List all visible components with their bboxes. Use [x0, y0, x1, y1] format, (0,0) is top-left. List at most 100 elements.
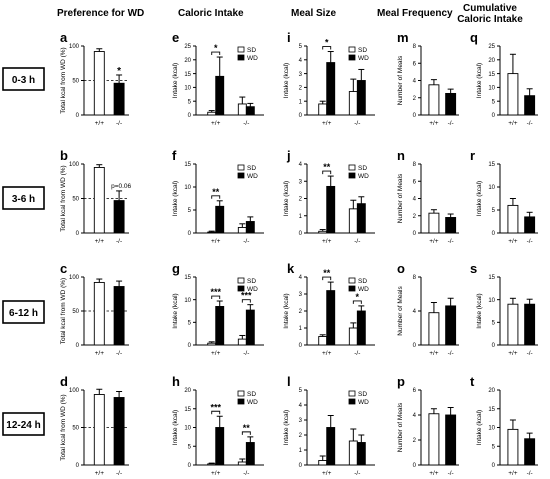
y-tick-label: 6	[413, 179, 417, 185]
bar-knockout	[445, 217, 457, 234]
legend-label-wd: WD	[358, 173, 369, 180]
panel-letter: a	[60, 30, 68, 45]
p-value-label: p=0.06	[111, 183, 131, 190]
bar-sd	[207, 231, 217, 234]
y-tick-label: 15	[488, 407, 495, 413]
bar-wd	[245, 309, 255, 346]
x-tick-label: -/-	[448, 120, 454, 127]
y-axis-label: Intake (kcal)	[172, 410, 179, 445]
bar-knockout	[524, 95, 536, 116]
y-tick-label: 15	[488, 275, 495, 281]
legend-swatch-wd	[237, 54, 245, 61]
y-tick-label: 10	[184, 426, 191, 432]
header-cumulative-line: Caloric Intake	[457, 14, 523, 25]
y-tick-label: 5	[299, 388, 303, 394]
y-tick-label: 3	[299, 179, 303, 185]
panel-letter: j	[286, 148, 291, 163]
significance-bracket	[211, 295, 221, 300]
legend-label-wd: WD	[247, 399, 258, 406]
y-tick-label: 1	[299, 448, 303, 454]
bar-wildtype	[507, 428, 519, 466]
x-tick-label: -/-	[116, 470, 122, 477]
significance-label: **	[212, 187, 220, 197]
y-tick-label: 2	[413, 96, 417, 102]
significance-label: *	[117, 66, 121, 77]
legend-swatch-wd	[348, 398, 356, 405]
y-axis-label: Intake (kcal)	[283, 410, 290, 445]
row-label-box	[2, 300, 45, 324]
legend-swatch-wd	[348, 172, 356, 179]
bar-wd	[326, 62, 336, 116]
legend-label-sd: SD	[247, 278, 256, 285]
panel-t: t 0 5 10 15 20 Intake (kcal) +/+ -/-	[470, 374, 538, 477]
y-tick-label: 10	[488, 298, 495, 304]
legend-label-sd: SD	[247, 165, 256, 172]
panel-letter: d	[60, 374, 68, 389]
y-tick-label: 50	[72, 309, 79, 315]
legend-label-sd: SD	[247, 391, 256, 398]
x-tick-label: +/+	[429, 470, 439, 477]
bar-knockout	[113, 82, 125, 116]
y-tick-label: 15	[184, 72, 191, 78]
y-tick-label: 2	[299, 309, 303, 315]
panel-letter: g	[172, 261, 180, 276]
y-tick-label: 20	[488, 58, 495, 64]
bar-wd	[245, 221, 255, 234]
bar-knockout	[445, 414, 457, 466]
x-tick-label: +/+	[95, 350, 105, 357]
y-axis-label: Total kcal from WD (%)	[60, 47, 67, 113]
row-label-text: 12-24 h	[6, 420, 40, 431]
y-tick-label: 0	[413, 113, 417, 119]
bar-sd	[318, 230, 328, 234]
x-tick-label: +/+	[322, 120, 332, 127]
row-label-3: 12-24 h	[2, 412, 45, 436]
y-axis-label: Intake (kcal)	[476, 410, 483, 445]
y-tick-label: 2	[299, 433, 303, 439]
bar-wd	[326, 185, 336, 234]
y-tick-label: 0	[76, 463, 80, 469]
panel-letter: i	[287, 30, 291, 45]
y-tick-label: 8	[413, 162, 417, 168]
y-tick-label: 4	[413, 79, 417, 85]
y-tick-label: 5	[299, 44, 303, 50]
y-tick-label: 10	[488, 185, 495, 191]
y-tick-label: 0	[413, 343, 417, 349]
y-tick-label: 0	[299, 113, 303, 119]
significance-label: **	[323, 162, 331, 172]
legend-label-sd: SD	[358, 47, 367, 54]
y-tick-label: 50	[72, 426, 79, 432]
legend-label-wd: WD	[358, 55, 369, 62]
significance-label: ***	[210, 402, 221, 412]
y-tick-label: 8	[413, 44, 417, 50]
x-tick-label: -/-	[243, 238, 249, 245]
legend-swatch-wd	[237, 398, 245, 405]
row-label-box	[2, 186, 45, 210]
y-axis-label: Number of Meals	[397, 402, 404, 452]
x-tick-label: -/-	[527, 238, 533, 245]
y-tick-label: 3	[299, 72, 303, 78]
significance-bracket	[322, 276, 332, 281]
significance-bracket	[241, 431, 251, 435]
y-tick-label: 2	[413, 438, 417, 444]
bar-wildtype	[428, 312, 440, 346]
bar-sd	[318, 460, 328, 466]
legend-swatch-sd	[348, 277, 356, 284]
bar-wd	[245, 106, 255, 116]
x-tick-label: -/-	[243, 470, 249, 477]
panel-o: o 0 4 8 Number of Meals +/+ -/-	[397, 261, 459, 357]
bar-wd	[245, 442, 255, 466]
y-axis-label: Intake (kcal)	[283, 181, 290, 216]
x-tick-label: -/-	[354, 238, 360, 245]
y-tick-label: 20	[184, 388, 191, 394]
y-axis-label: Number of Meals	[397, 286, 404, 336]
y-axis-label: Total kcal from WD (%)	[60, 165, 67, 231]
y-tick-label: 10	[488, 426, 495, 432]
bar-wd	[356, 203, 366, 234]
y-tick-label: 0	[188, 463, 192, 469]
y-tick-label: 50	[72, 197, 79, 203]
legend-label-wd: WD	[247, 173, 258, 180]
